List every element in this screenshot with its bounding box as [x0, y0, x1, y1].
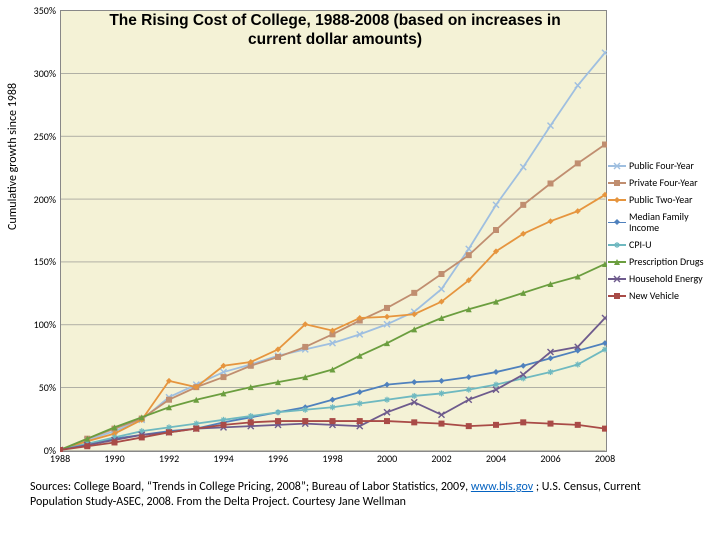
x-tick-label: 1992 — [149, 452, 189, 465]
legend-item: CPI-U — [608, 239, 718, 250]
legend-item: Household Energy — [608, 273, 718, 284]
x-tick-label: 2002 — [422, 452, 462, 465]
x-tick-label: 1998 — [313, 452, 353, 465]
legend-label: Median Family Income — [629, 211, 718, 233]
x-tick-label: 1990 — [95, 452, 135, 465]
y-tick-label: 50% — [6, 381, 56, 394]
legend-item: Public Two-Year — [608, 194, 718, 205]
legend-label: Household Energy — [629, 273, 703, 284]
chart-area — [60, 10, 605, 450]
legend: Public Four-Year Private Four-Year Public … — [608, 160, 718, 307]
chart-svg — [60, 10, 607, 452]
y-tick-label: 350% — [6, 4, 56, 17]
legend-label: New Vehicle — [629, 290, 679, 301]
y-tick-label: 200% — [6, 193, 56, 206]
chart-title: The Rising Cost of College, 1988-2008 (b… — [90, 12, 580, 49]
sources-link[interactable]: www.bls.gov — [471, 480, 533, 494]
y-axis-label: Cumulative growth since 1988 — [6, 83, 20, 230]
x-tick-label: 1988 — [40, 452, 80, 465]
x-tick-label: 2006 — [531, 452, 571, 465]
legend-label: CPI-U — [629, 239, 652, 250]
legend-item: Private Four-Year — [608, 177, 718, 188]
sources-text: Sources: College Board, “Trends in Colle… — [30, 480, 690, 510]
x-tick-label: 1994 — [204, 452, 244, 465]
legend-label: Public Two-Year — [629, 194, 693, 205]
legend-label: Private Four-Year — [629, 177, 698, 188]
y-tick-label: 250% — [6, 130, 56, 143]
x-tick-label: 2008 — [585, 452, 625, 465]
y-tick-label: 100% — [6, 318, 56, 331]
y-tick-label: 150% — [6, 255, 56, 268]
legend-item: New Vehicle — [608, 290, 718, 301]
slide-root: Cumulative growth since 1988 The Rising … — [0, 0, 720, 540]
legend-label: Public Four-Year — [629, 160, 694, 171]
legend-item: Median Family Income — [608, 211, 718, 233]
legend-label: Prescription Drugs — [629, 256, 704, 267]
sources-prefix: Sources: College Board, “Trends in Colle… — [30, 480, 471, 494]
x-tick-label: 2004 — [476, 452, 516, 465]
x-tick-label: 2000 — [367, 452, 407, 465]
legend-item: Prescription Drugs — [608, 256, 718, 267]
y-tick-label: 300% — [6, 67, 56, 80]
legend-item: Public Four-Year — [608, 160, 718, 171]
x-tick-label: 1996 — [258, 452, 298, 465]
